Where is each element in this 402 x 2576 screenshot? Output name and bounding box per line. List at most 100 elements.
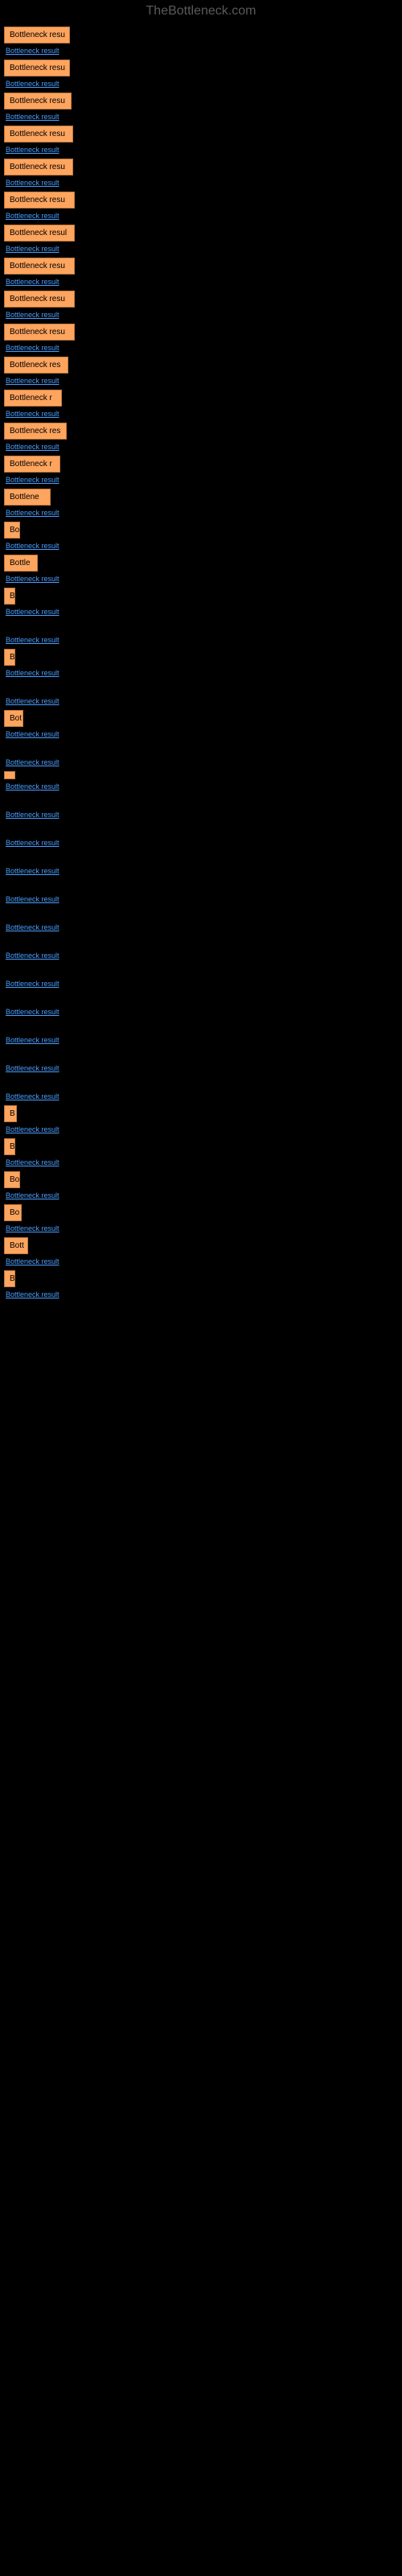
result-link[interactable]: Bottleneck result [4,1191,398,1199]
result-bar[interactable]: Bottleneck resu [4,126,73,142]
result-link[interactable]: Bottleneck result [4,697,398,705]
result-bar[interactable]: Bo [4,1204,22,1221]
result-bar[interactable]: Bottleneck resu [4,93,72,109]
result-item: B Bottleneck result [4,1138,398,1166]
result-link[interactable]: Bottleneck result [4,1064,398,1072]
result-bar[interactable]: B [4,1138,15,1155]
result-link[interactable]: Bottleneck result [4,113,398,121]
result-item: Bottleneck resu Bottleneck result [4,27,398,55]
result-bar[interactable]: Bottleneck res [4,357,68,374]
result-item: Bo Bottleneck result [4,1171,398,1199]
result-link[interactable]: Bottleneck result [4,1158,398,1166]
result-item: Bottleneck resu Bottleneck result [4,159,398,187]
result-link[interactable]: Bottleneck result [4,542,398,550]
result-bar[interactable]: Bott [4,1237,28,1254]
result-link[interactable]: Bottleneck result [4,443,398,451]
result-link[interactable]: Bottleneck result [4,1036,398,1044]
result-link[interactable]: Bottleneck result [4,47,398,55]
result-link[interactable]: Bottleneck result [4,1224,398,1232]
result-link[interactable]: Bottleneck result [4,608,398,616]
result-link[interactable]: Bottleneck result [4,811,398,819]
result-item: B Bottleneck result [4,588,398,616]
result-item: Bottleneck result [4,621,398,644]
result-link[interactable]: Bottleneck result [4,669,398,677]
result-bar[interactable]: Bottleneck r [4,390,62,407]
result-link[interactable]: Bottleneck result [4,895,398,903]
result-link[interactable]: Bottleneck result [4,730,398,738]
result-link[interactable]: Bottleneck result [4,245,398,253]
result-bar[interactable] [4,771,15,779]
result-bar[interactable]: B [4,1270,15,1287]
result-link[interactable]: Bottleneck result [4,344,398,352]
result-bar[interactable]: B [4,649,15,666]
result-bar[interactable]: Bottleneck r [4,456,60,473]
result-item: Bott Bottleneck result [4,1237,398,1265]
result-link[interactable]: Bottleneck result [4,980,398,988]
result-link[interactable]: Bottleneck result [4,377,398,385]
result-link[interactable]: Bottleneck result [4,311,398,319]
result-item: Bo Bottleneck result [4,522,398,550]
result-bar[interactable]: Bo [4,1171,20,1188]
result-link[interactable]: Bottleneck result [4,952,398,960]
result-item: Bottleneck result [4,824,398,847]
result-item: Bottle Bottleneck result [4,555,398,583]
result-bar[interactable]: Bottleneck resu [4,258,75,275]
result-link[interactable]: Bottleneck result [4,509,398,517]
watermark-text: TheBottleneck.com [0,0,402,23]
result-item: Bottleneck result [4,880,398,903]
result-bar[interactable]: Bottleneck resul [4,225,75,242]
result-link[interactable]: Bottleneck result [4,146,398,154]
result-item: Bottleneck resu Bottleneck result [4,126,398,154]
result-link[interactable]: Bottleneck result [4,80,398,88]
result-bar[interactable]: Bottlene [4,489,51,506]
result-item: Bottleneck r Bottleneck result [4,456,398,484]
result-link[interactable]: Bottleneck result [4,179,398,187]
results-container: Bottleneck resuBottleneck resultBottlene… [0,23,402,1307]
result-link[interactable]: Bottleneck result [4,839,398,847]
result-link[interactable]: Bottleneck result [4,758,398,766]
result-link[interactable]: Bottleneck result [4,278,398,286]
result-bar[interactable]: Bottleneck res [4,423,67,440]
result-bar[interactable]: Bottleneck resu [4,60,70,76]
result-bar[interactable]: Bottle [4,555,38,572]
result-item: Bottleneck resu Bottleneck result [4,192,398,220]
result-item: Bottleneck result [4,964,398,988]
result-item: Bottleneck result [4,682,398,705]
result-link[interactable]: Bottleneck result [4,782,398,791]
result-item: Bo Bottleneck result [4,1204,398,1232]
result-link[interactable]: Bottleneck result [4,1008,398,1016]
result-link[interactable]: Bottleneck result [4,1092,398,1100]
result-item: Bottleneck result [4,771,398,791]
result-item: Bottleneck res Bottleneck result [4,423,398,451]
result-bar[interactable]: Bottleneck resu [4,192,75,208]
result-item: Bottleneck res Bottleneck result [4,357,398,385]
result-bar[interactable]: Bot [4,710,23,727]
result-bar[interactable]: B [4,588,15,605]
result-item: B Bottleneck result [4,1105,398,1133]
result-item: Bottleneck result [4,936,398,960]
result-bar[interactable]: Bottleneck resu [4,159,73,175]
result-link[interactable]: Bottleneck result [4,1290,398,1298]
result-link[interactable]: Bottleneck result [4,1257,398,1265]
result-item: Bottleneck result [4,908,398,931]
result-item: Bottleneck resu Bottleneck result [4,60,398,88]
result-item: B Bottleneck result [4,649,398,677]
result-link[interactable]: Bottleneck result [4,636,398,644]
result-bar[interactable]: Bo [4,522,20,539]
result-bar[interactable]: Bottleneck resu [4,291,75,308]
result-item: Bottleneck resu Bottleneck result [4,93,398,121]
result-link[interactable]: Bottleneck result [4,923,398,931]
result-item: Bottleneck result [4,1049,398,1072]
result-bar[interactable]: Bottleneck resu [4,324,75,341]
result-bar[interactable]: Bottleneck resu [4,27,70,43]
result-link[interactable]: Bottleneck result [4,1125,398,1133]
result-link[interactable]: Bottleneck result [4,410,398,418]
result-link[interactable]: Bottleneck result [4,575,398,583]
result-link[interactable]: Bottleneck result [4,867,398,875]
result-link[interactable]: Bottleneck result [4,476,398,484]
result-item: Bottlene Bottleneck result [4,489,398,517]
result-item: Bottleneck result [4,1077,398,1100]
result-bar[interactable]: B [4,1105,17,1122]
result-link[interactable]: Bottleneck result [4,212,398,220]
result-item: Bottleneck r Bottleneck result [4,390,398,418]
